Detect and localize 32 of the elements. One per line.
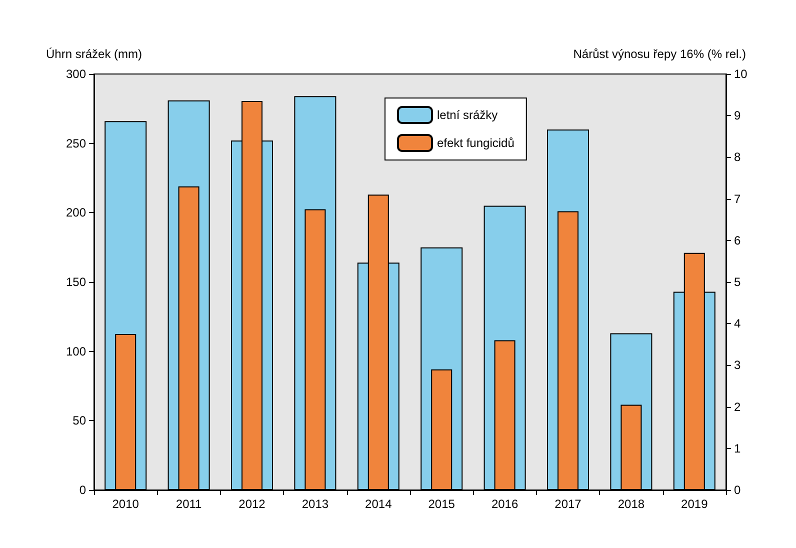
y2-tick-label: 4 [734, 316, 741, 331]
x-tick-label: 2011 [176, 497, 202, 511]
x-tick-label: 2013 [302, 497, 329, 511]
x-tick-label: 2015 [428, 497, 456, 511]
y2-tick-label: 7 [734, 192, 741, 206]
legend-label: efekt fungicidů [437, 136, 514, 150]
y-tick-label: 100 [66, 344, 86, 358]
x-tick-label: 2019 [681, 497, 708, 511]
y-tick-label: 50 [72, 414, 86, 428]
y2-tick-label: 10 [734, 67, 748, 81]
y-tick-label: 200 [66, 206, 86, 220]
y2-axis-title: Nárůst výnosu řepy 16% (% rel.) [573, 47, 746, 61]
y2-tick-label: 1 [734, 441, 741, 456]
legend-label: letní srážky [437, 108, 498, 122]
y-tick-label: 250 [66, 136, 86, 150]
y-tick-label: 150 [66, 275, 86, 289]
x-tick-label: 2016 [491, 497, 518, 511]
x-tick-label: 2017 [554, 497, 582, 511]
y-axis-title: Úhrn srážek (mm) [46, 47, 142, 61]
y2-tick-label: 2 [734, 400, 741, 414]
y2-tick-label: 3 [734, 358, 741, 372]
y-tick-label: 300 [66, 67, 86, 81]
x-tick-label: 2014 [365, 497, 392, 511]
y2-tick-label: 8 [734, 150, 741, 164]
y2-tick-label: 5 [734, 275, 741, 289]
y2-tick-label: 0 [734, 483, 741, 497]
x-tick-label: 2012 [238, 497, 266, 511]
y2-tick-label: 6 [734, 233, 741, 248]
x-tick-label: 2010 [112, 497, 140, 511]
y-tick-label: 0 [79, 483, 86, 497]
x-tick-label: 2018 [618, 497, 645, 511]
y2-tick-label: 9 [734, 108, 741, 123]
